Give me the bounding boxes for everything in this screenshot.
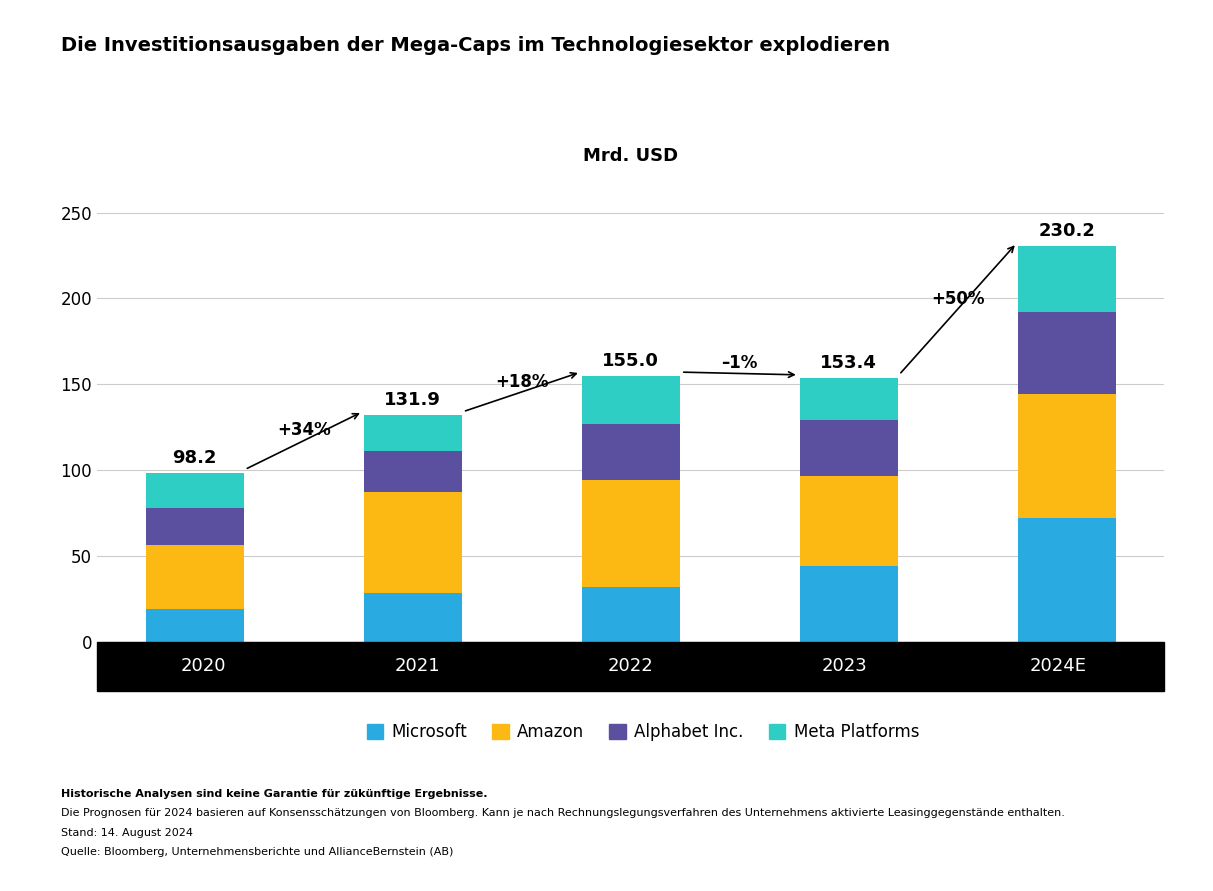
- Bar: [582, 375, 679, 423]
- Text: 2024E: 2024E: [1030, 657, 1086, 675]
- Text: Quelle: Bloomberg, Unternehmensberichte und AllianceBernstein (AB): Quelle: Bloomberg, Unternehmensberichte …: [61, 847, 452, 857]
- Text: Mrd. USD: Mrd. USD: [583, 147, 678, 165]
- Text: Historische Analysen sind keine Garantie für zükünftige Ergebnisse.: Historische Analysen sind keine Garantie…: [61, 789, 488, 798]
- Text: 2022: 2022: [608, 657, 654, 675]
- Text: Die Investitionsausgaben der Mega-Caps im Technologiesektor explodieren: Die Investitionsausgaben der Mega-Caps i…: [61, 36, 890, 54]
- Bar: [146, 508, 244, 545]
- Text: +34%: +34%: [277, 421, 330, 439]
- Text: 230.2: 230.2: [1038, 223, 1095, 241]
- Text: 153.4: 153.4: [820, 355, 877, 372]
- Text: +18%: +18%: [495, 372, 548, 390]
- Bar: [364, 593, 462, 642]
- Bar: [364, 415, 462, 451]
- Bar: [1018, 395, 1116, 518]
- Text: 2020: 2020: [181, 657, 227, 675]
- Bar: [799, 421, 898, 476]
- Bar: [1018, 247, 1116, 312]
- Text: +50%: +50%: [932, 290, 985, 307]
- Bar: [582, 480, 679, 587]
- Text: 2023: 2023: [821, 657, 867, 675]
- Bar: [582, 587, 679, 642]
- Text: Stand: 14. August 2024: Stand: 14. August 2024: [61, 828, 193, 838]
- Text: 98.2: 98.2: [172, 449, 217, 467]
- Bar: [364, 451, 462, 492]
- Legend: Microsoft, Amazon, Alphabet Inc., Meta Platforms: Microsoft, Amazon, Alphabet Inc., Meta P…: [360, 716, 926, 748]
- Bar: [146, 545, 244, 609]
- Bar: [799, 476, 898, 566]
- Text: 155.0: 155.0: [603, 352, 659, 370]
- Bar: [799, 566, 898, 642]
- Bar: [146, 609, 244, 642]
- Text: Die Prognosen für 2024 basieren auf Konsensschätzungen von Bloomberg. Kann je na: Die Prognosen für 2024 basieren auf Kons…: [61, 808, 1065, 818]
- Bar: [1018, 518, 1116, 642]
- Bar: [799, 379, 898, 421]
- Bar: [364, 492, 462, 593]
- Bar: [582, 423, 679, 480]
- Text: 131.9: 131.9: [385, 391, 442, 409]
- Bar: [146, 473, 244, 508]
- Bar: [1018, 312, 1116, 395]
- Text: 2021: 2021: [394, 657, 440, 675]
- Text: –1%: –1%: [722, 355, 758, 372]
